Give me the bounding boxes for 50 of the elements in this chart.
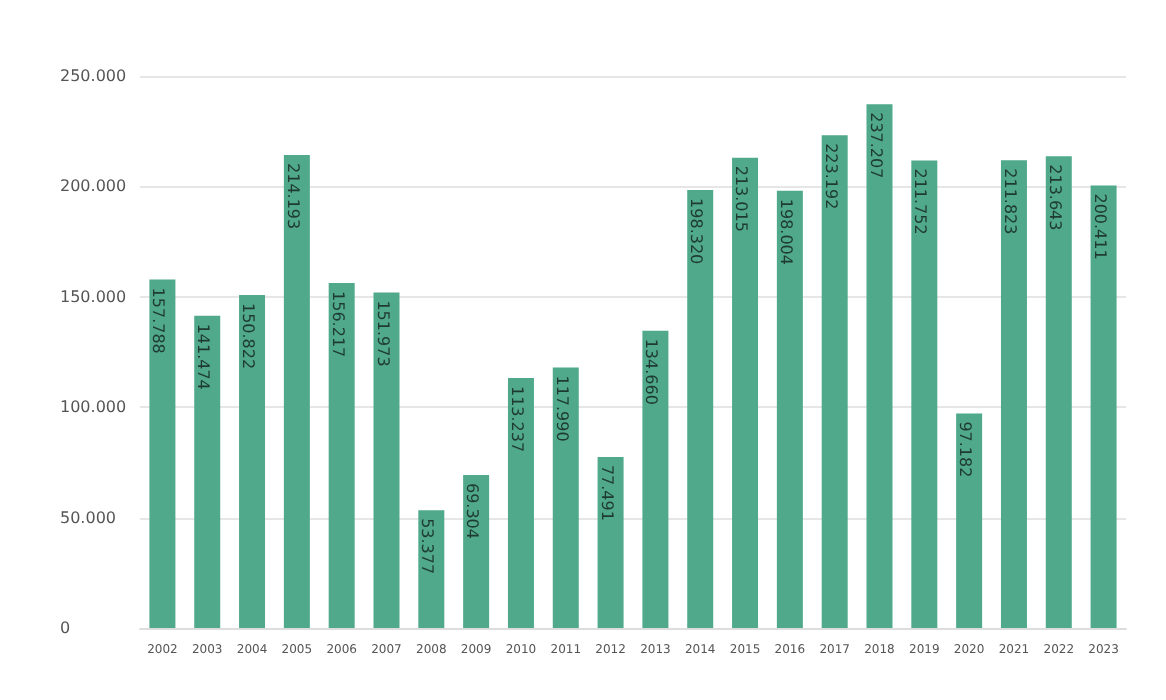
y-tick-label: 0	[60, 619, 71, 637]
data-label: 77.491	[597, 464, 616, 521]
data-label: 113.237	[507, 385, 526, 453]
bar	[1000, 160, 1027, 628]
data-label: 200.411	[1090, 193, 1109, 260]
bar	[149, 279, 176, 628]
y-tick-label: 150.000	[60, 287, 127, 306]
bar	[776, 190, 803, 628]
bar	[1045, 156, 1072, 628]
data-label: 223.192	[821, 143, 840, 210]
bar	[373, 292, 400, 628]
bar	[463, 474, 490, 628]
bar	[1090, 185, 1117, 628]
data-label: 69.304	[463, 482, 482, 539]
data-label: 117.990	[552, 375, 571, 442]
data-label: 214.193	[283, 163, 302, 230]
data-label: 156.217	[328, 291, 347, 358]
bar	[597, 456, 624, 628]
y-tick-label: 250.000	[60, 67, 127, 85]
bar	[283, 155, 310, 628]
data-label: 53.377	[418, 518, 437, 575]
data-label: 198.320	[687, 198, 706, 265]
data-label: 213.643	[1045, 164, 1064, 231]
bar	[552, 367, 579, 628]
bar	[507, 377, 534, 628]
data-label: 198.004	[776, 198, 795, 265]
bar	[239, 294, 266, 628]
bar	[687, 190, 714, 628]
bar	[418, 510, 445, 628]
bar	[956, 413, 983, 628]
y-tick-label: 100.000	[60, 398, 127, 417]
bar	[194, 315, 221, 628]
bar	[328, 283, 355, 628]
y-tick-label: 200.000	[60, 177, 127, 196]
bar	[732, 157, 759, 628]
data-label: 97.182	[956, 421, 975, 478]
data-label: 134.660	[642, 338, 661, 405]
bar	[821, 135, 848, 628]
data-label: 211.752	[911, 168, 930, 235]
data-label: 141.474	[194, 323, 213, 390]
y-tick-label: 50.000	[60, 508, 116, 527]
data-label: 150.822	[239, 302, 258, 370]
bar	[911, 160, 938, 628]
data-label: 151.973	[373, 300, 392, 367]
data-label: 211.823	[1000, 168, 1019, 235]
bar	[866, 104, 893, 628]
data-label: 157.788	[149, 287, 168, 354]
bar	[642, 330, 669, 628]
data-label: 213.015	[732, 165, 751, 232]
data-label: 237.207	[866, 112, 885, 179]
